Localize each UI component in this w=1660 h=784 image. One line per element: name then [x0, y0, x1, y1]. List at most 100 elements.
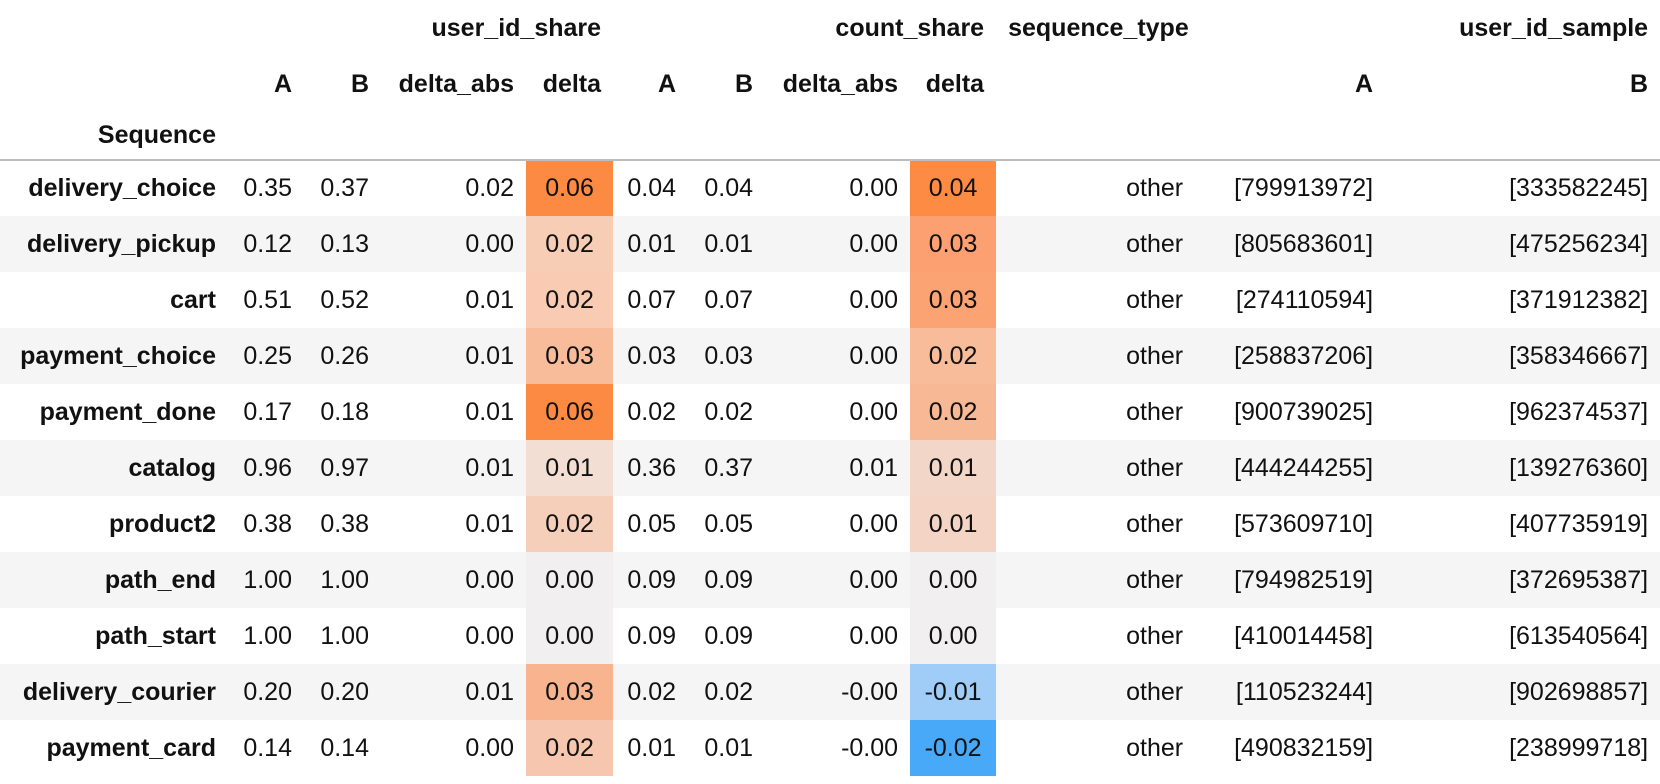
- cell-count-share-b: 0.09: [688, 608, 766, 664]
- cell-count-share-delta: 0.03: [910, 216, 997, 272]
- cell-count-share-b: 0.37: [688, 440, 766, 496]
- cell-count-share-delta: 0.04: [910, 160, 997, 216]
- table-row: delivery_choice 0.35 0.37 0.02 0.06 0.04 0.04 0…: [0, 160, 1660, 216]
- cell-count-share-delta-abs: 0.00: [765, 608, 911, 664]
- header-index-blank: [688, 112, 766, 161]
- cell-count-share-delta-abs: 0.00: [765, 496, 911, 552]
- cell-user-id-share-delta-abs: 0.00: [381, 720, 526, 776]
- cell-user-id-share-delta-abs: 0.00: [381, 552, 526, 608]
- header-subcolumn: delta_abs: [381, 56, 526, 112]
- table-row: path_start 1.00 1.00 0.00 0.00 0.09 0.09 0.00 0.…: [0, 608, 1660, 664]
- cell-user-id-sample-b: [613540564]: [1385, 608, 1660, 664]
- cell-count-share-b: 0.05: [688, 496, 766, 552]
- cell-user-id-share-delta: 0.02: [526, 720, 614, 776]
- header-index-blank: [996, 112, 1196, 161]
- cell-user-id-sample-a: [490832159]: [1195, 720, 1386, 776]
- cell-count-share-delta-abs: 0.00: [765, 328, 911, 384]
- cell-count-share-delta-abs: 0.00: [765, 160, 911, 216]
- table-body: delivery_choice 0.35 0.37 0.02 0.06 0.04 0.04 0…: [0, 160, 1660, 776]
- cell-user-id-share-b: 0.26: [304, 328, 381, 384]
- header-subcolumn: B: [1385, 56, 1660, 112]
- cell-count-share-b: 0.01: [688, 720, 766, 776]
- cell-user-id-share-delta: 0.03: [526, 664, 614, 720]
- table-row: path_end 1.00 1.00 0.00 0.00 0.09 0.09 0.00 0.00…: [0, 552, 1660, 608]
- header-subcolumn: A: [613, 56, 689, 112]
- cell-user-id-sample-b: [371912382]: [1385, 272, 1660, 328]
- cell-user-id-sample-a: [900739025]: [1195, 384, 1386, 440]
- cell-user-id-share-b: 1.00: [304, 552, 381, 608]
- cell-count-share-delta-abs: 0.01: [765, 440, 911, 496]
- header-index-blank: [765, 112, 911, 161]
- cell-sequence-type: other: [996, 496, 1196, 552]
- header-index-row: Sequence: [0, 112, 1660, 161]
- cell-user-id-sample-a: [794982519]: [1195, 552, 1386, 608]
- header-subcolumn: B: [688, 56, 766, 112]
- cell-user-id-share-a: 0.51: [228, 272, 304, 328]
- row-label-sequence: path_start: [0, 608, 228, 664]
- row-label-sequence: payment_card: [0, 720, 228, 776]
- cell-count-share-b: 0.04: [688, 160, 766, 216]
- table-row: catalog 0.96 0.97 0.01 0.01 0.36 0.37 0.01 0.01 o…: [0, 440, 1660, 496]
- cell-user-id-share-delta-abs: 0.00: [381, 608, 526, 664]
- cell-user-id-share-delta-abs: 0.02: [381, 160, 526, 216]
- cell-sequence-type: other: [996, 440, 1196, 496]
- row-label-sequence: delivery_courier: [0, 664, 228, 720]
- cell-user-id-share-delta: 0.06: [526, 384, 614, 440]
- cell-count-share-a: 0.09: [613, 608, 689, 664]
- cell-user-id-sample-b: [358346667]: [1385, 328, 1660, 384]
- cell-user-id-share-b: 0.18: [304, 384, 381, 440]
- header-corner: [0, 0, 228, 56]
- cell-user-id-share-delta: 0.01: [526, 440, 614, 496]
- cell-sequence-type: other: [996, 664, 1196, 720]
- cell-user-id-share-delta-abs: 0.01: [381, 328, 526, 384]
- cell-sequence-type: other: [996, 160, 1196, 216]
- cell-count-share-delta: 0.01: [910, 440, 997, 496]
- cell-count-share-a: 0.02: [613, 384, 689, 440]
- cell-user-id-sample-a: [573609710]: [1195, 496, 1386, 552]
- cell-user-id-sample-b: [407735919]: [1385, 496, 1660, 552]
- cell-user-id-share-delta: 0.02: [526, 216, 614, 272]
- table-row: payment_choice 0.25 0.26 0.01 0.03 0.03 0.03 0.…: [0, 328, 1660, 384]
- index-name: Sequence: [0, 112, 228, 161]
- table-row: payment_card 0.14 0.14 0.00 0.02 0.01 0.01 -0.0…: [0, 720, 1660, 776]
- header-index-blank: [526, 112, 614, 161]
- cell-user-id-share-delta: 0.03: [526, 328, 614, 384]
- header-index-blank: [910, 112, 997, 161]
- header-group-user-id-share: user_id_share: [228, 0, 614, 56]
- cell-sequence-type: other: [996, 720, 1196, 776]
- header-subcolumn-blank: [0, 56, 228, 112]
- header-subcolumn: A: [1195, 56, 1386, 112]
- cell-user-id-share-b: 1.00: [304, 608, 381, 664]
- cell-user-id-sample-a: [258837206]: [1195, 328, 1386, 384]
- cell-user-id-sample-a: [805683601]: [1195, 216, 1386, 272]
- table-row: delivery_pickup 0.12 0.13 0.00 0.02 0.01 0.01 0…: [0, 216, 1660, 272]
- header-group-user-id-sample: user_id_sample: [1195, 0, 1660, 56]
- cell-count-share-delta-abs: 0.00: [765, 216, 911, 272]
- cell-user-id-sample-a: [110523244]: [1195, 664, 1386, 720]
- cell-user-id-share-delta-abs: 0.01: [381, 272, 526, 328]
- cell-user-id-sample-b: [238999718]: [1385, 720, 1660, 776]
- cell-user-id-share-a: 1.00: [228, 552, 304, 608]
- cell-user-id-sample-a: [444244255]: [1195, 440, 1386, 496]
- cell-sequence-type: other: [996, 384, 1196, 440]
- cell-count-share-b: 0.01: [688, 216, 766, 272]
- cell-sequence-type: other: [996, 552, 1196, 608]
- cell-user-id-share-a: 0.25: [228, 328, 304, 384]
- cell-count-share-b: 0.07: [688, 272, 766, 328]
- row-label-sequence: delivery_pickup: [0, 216, 228, 272]
- header-subcolumn: A: [228, 56, 304, 112]
- header-subcolumn-blank: [996, 56, 1196, 112]
- cell-user-id-share-b: 0.38: [304, 496, 381, 552]
- cell-sequence-type: other: [996, 328, 1196, 384]
- cell-count-share-b: 0.03: [688, 328, 766, 384]
- header-subcolumn: delta_abs: [765, 56, 911, 112]
- cell-user-id-share-delta: 0.02: [526, 496, 614, 552]
- cell-user-id-share-delta-abs: 0.01: [381, 496, 526, 552]
- cell-user-id-share-a: 0.14: [228, 720, 304, 776]
- cell-sequence-type: other: [996, 608, 1196, 664]
- cell-user-id-sample-b: [333582245]: [1385, 160, 1660, 216]
- cell-user-id-share-delta: 0.00: [526, 552, 614, 608]
- row-label-sequence: delivery_choice: [0, 160, 228, 216]
- table-row: product2 0.38 0.38 0.01 0.02 0.05 0.05 0.00 0.01…: [0, 496, 1660, 552]
- cell-user-id-share-b: 0.20: [304, 664, 381, 720]
